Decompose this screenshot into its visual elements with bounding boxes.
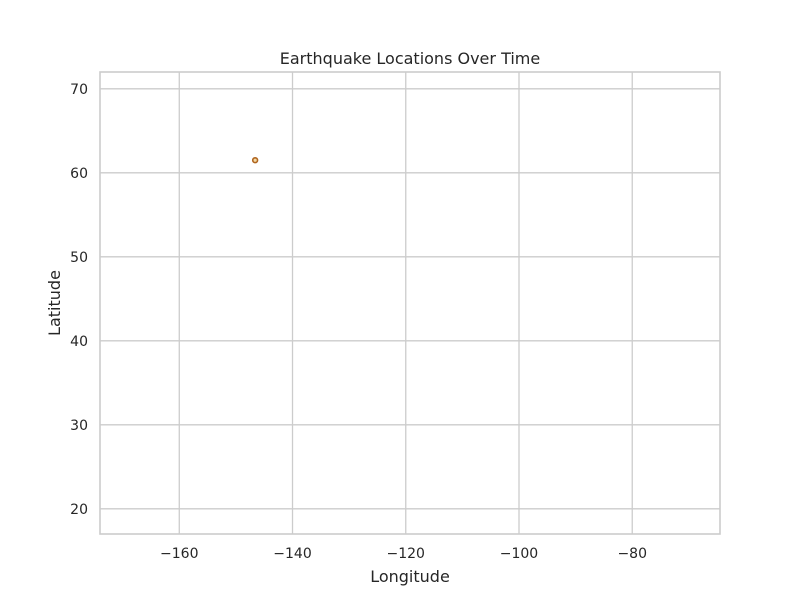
x-tick-label: −140: [273, 546, 311, 562]
x-tick-labels: −160 −140 −120 −100 −80: [160, 546, 647, 562]
plot-frame: [99, 71, 721, 535]
y-tick-label: 40: [70, 334, 88, 350]
y-tick-label: 70: [70, 82, 88, 98]
y-tick-label: 60: [70, 166, 88, 182]
x-tick-label: −100: [500, 546, 538, 562]
grid-lines: [100, 72, 720, 534]
x-tick-label: −80: [617, 546, 647, 562]
y-tick-label: 30: [70, 418, 88, 434]
chart-title: Earthquake Locations Over Time: [280, 49, 540, 68]
y-tick-label: 50: [70, 250, 88, 266]
x-tick-label: −120: [387, 546, 425, 562]
data-points: [251, 157, 259, 164]
y-tick-label: 20: [70, 502, 88, 518]
x-tick-label: −160: [160, 546, 198, 562]
data-point: [251, 157, 259, 164]
y-tick-labels: 20 30 40 50 60 70: [70, 82, 88, 518]
x-axis-label: Longitude: [370, 567, 450, 586]
y-axis-label: Latitude: [45, 270, 64, 336]
